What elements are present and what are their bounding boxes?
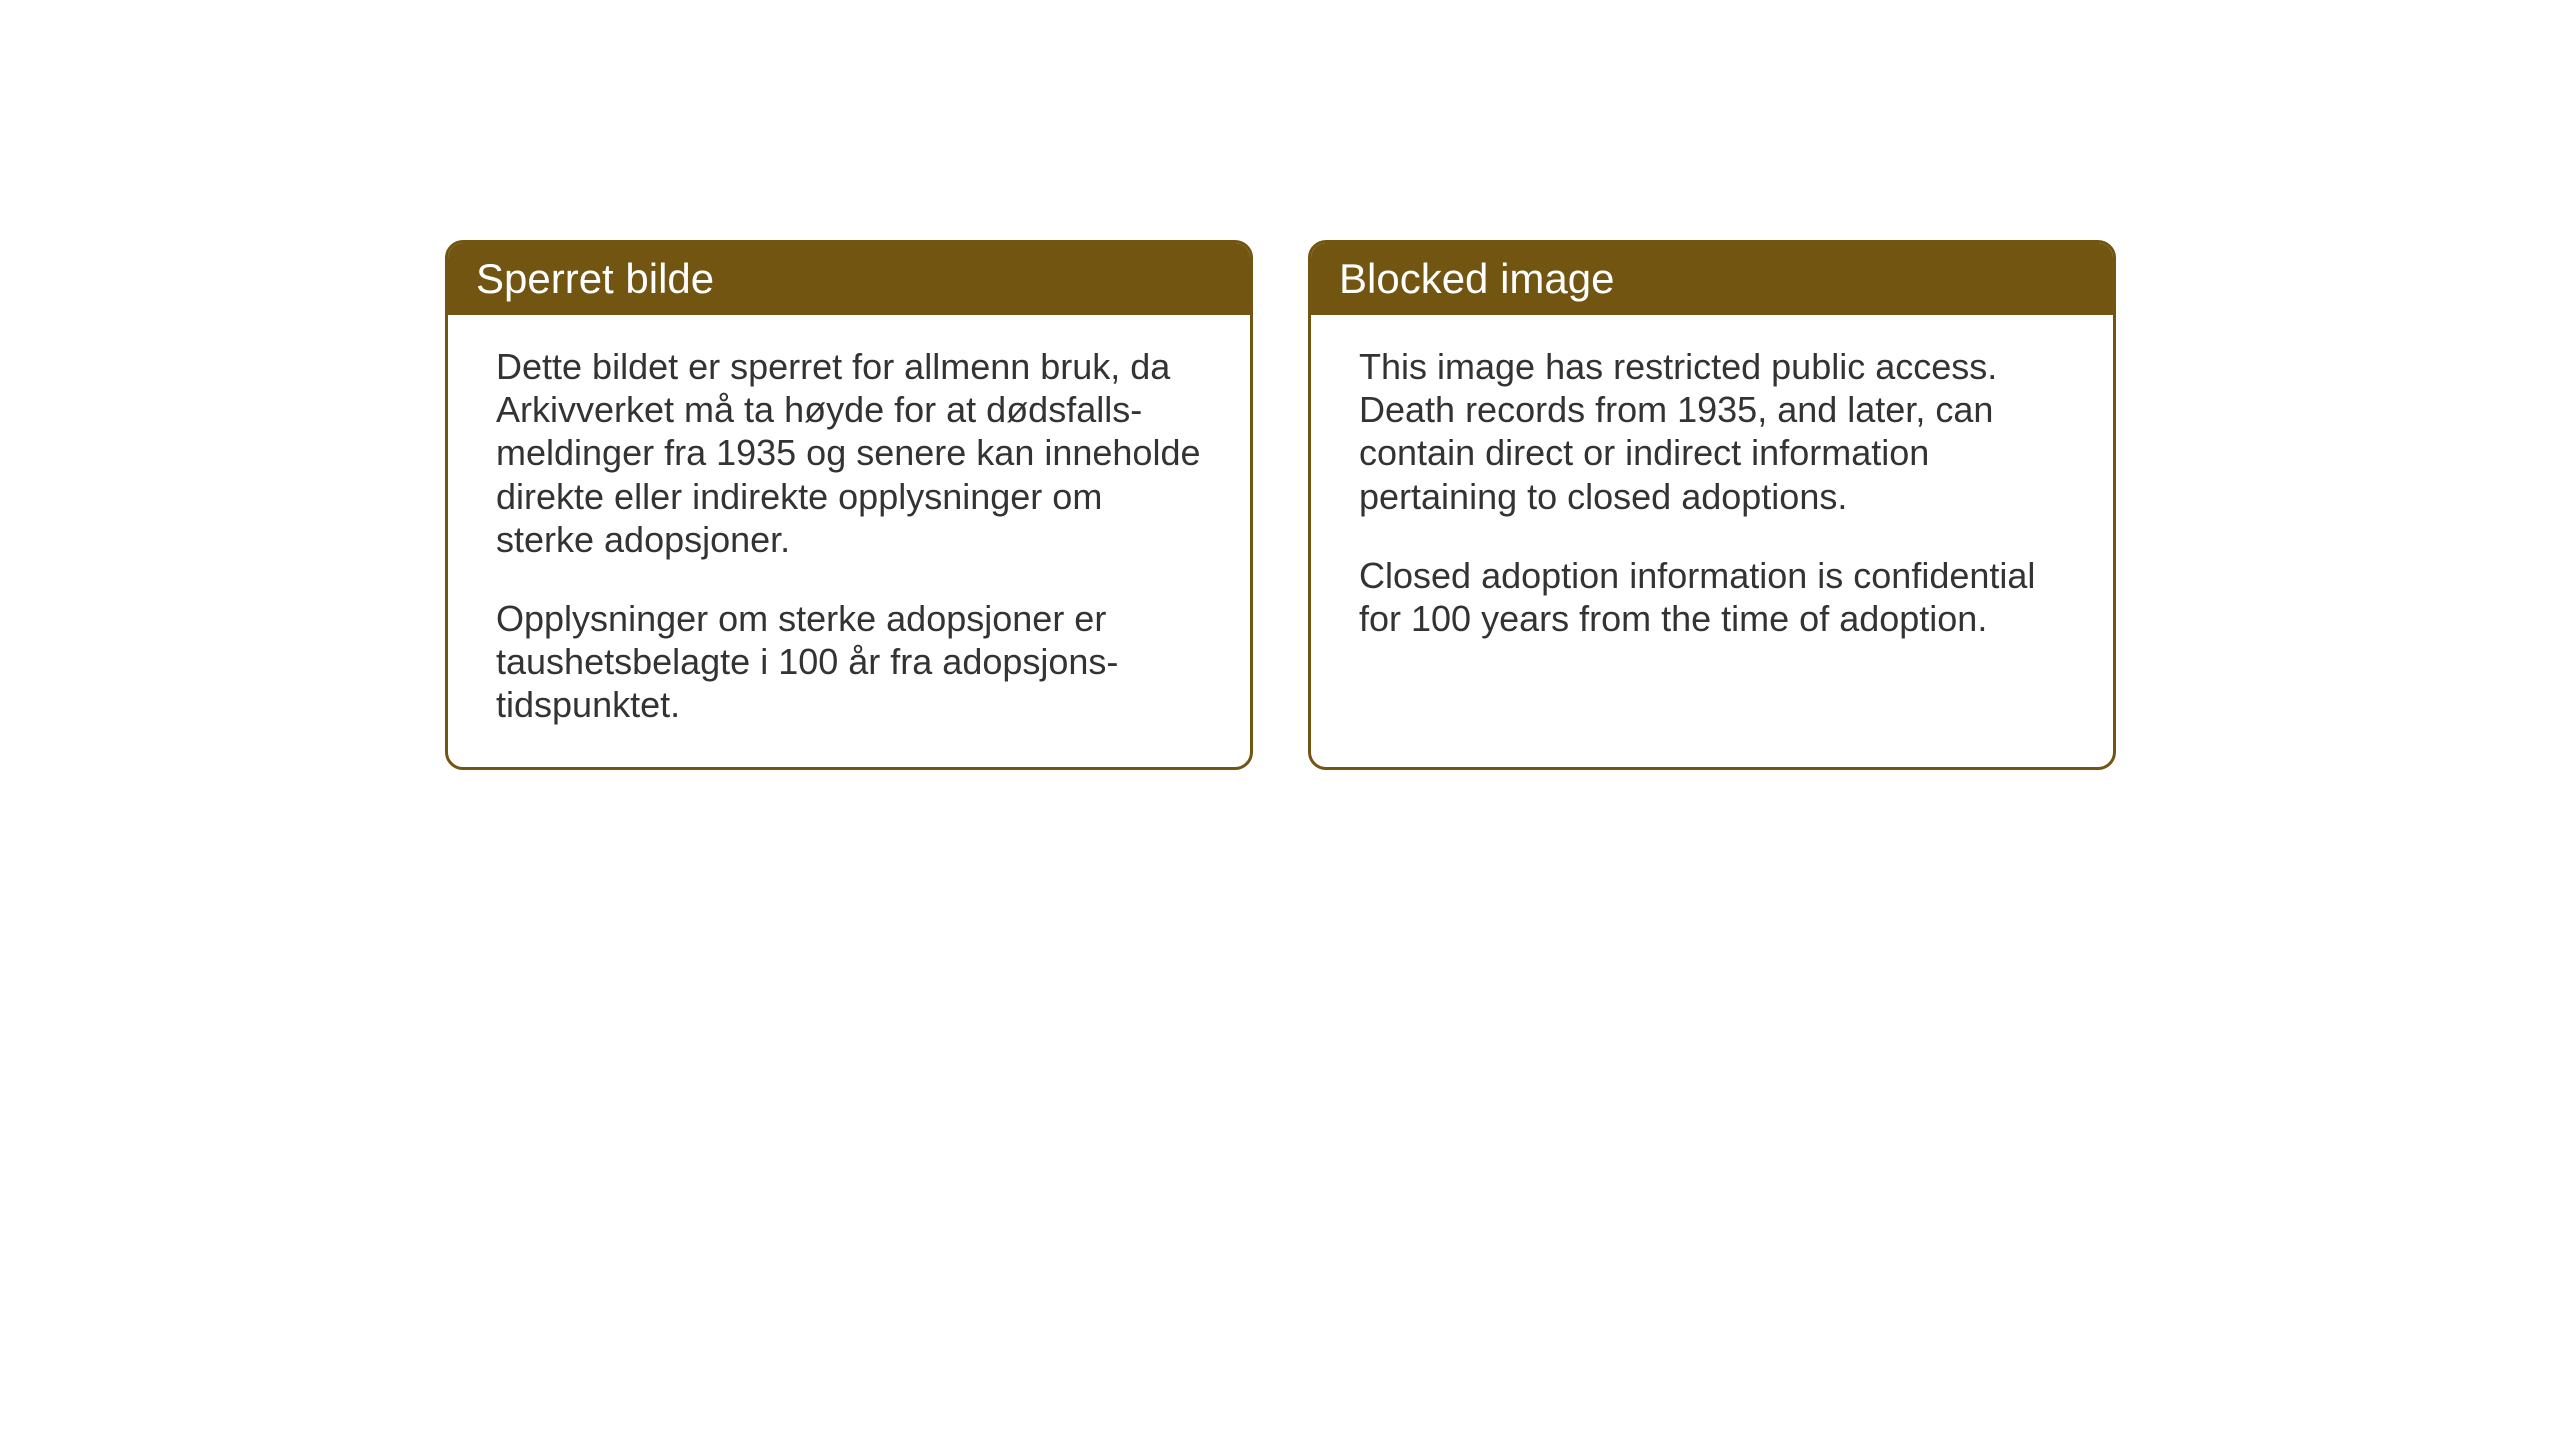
card-norwegian-body: Dette bildet er sperret for allmenn bruk… [448, 315, 1250, 767]
card-english-body: This image has restricted public access.… [1311, 315, 2113, 680]
card-norwegian-title: Sperret bilde [476, 255, 714, 302]
card-norwegian: Sperret bilde Dette bildet er sperret fo… [445, 240, 1253, 770]
card-english-paragraph-2: Closed adoption information is confident… [1359, 554, 2065, 640]
card-english-header: Blocked image [1311, 243, 2113, 315]
card-norwegian-header: Sperret bilde [448, 243, 1250, 315]
card-english-title: Blocked image [1339, 255, 1614, 302]
cards-container: Sperret bilde Dette bildet er sperret fo… [445, 240, 2116, 770]
card-norwegian-paragraph-2: Opplysninger om sterke adopsjoner er tau… [496, 597, 1202, 727]
card-english: Blocked image This image has restricted … [1308, 240, 2116, 770]
card-english-paragraph-1: This image has restricted public access.… [1359, 345, 2065, 518]
card-norwegian-paragraph-1: Dette bildet er sperret for allmenn bruk… [496, 345, 1202, 561]
